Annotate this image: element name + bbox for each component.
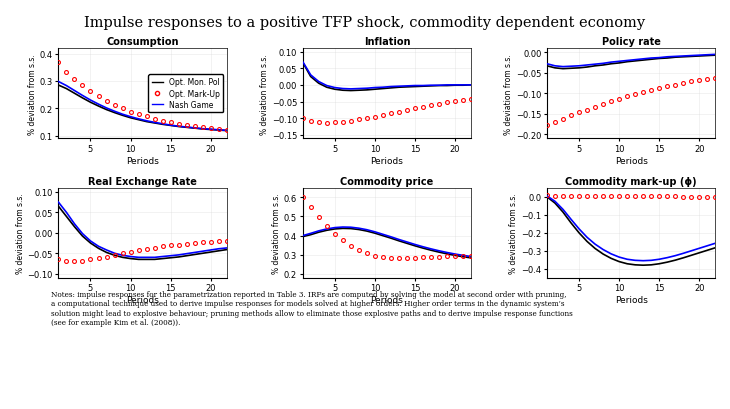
Legend: Opt. Mon. Pol, Opt. Mark-Up, Nash Game: Opt. Mon. Pol, Opt. Mark-Up, Nash Game	[148, 75, 223, 113]
Title: Commodity mark-up (ϕ): Commodity mark-up (ϕ)	[565, 176, 697, 186]
Title: Consumption: Consumption	[107, 37, 179, 47]
Text: Impulse responses to a positive TFP shock, commodity dependent economy: Impulse responses to a positive TFP shoc…	[85, 16, 645, 30]
Title: Inflation: Inflation	[364, 37, 410, 47]
Y-axis label: % deviation from s.s.: % deviation from s.s.	[260, 54, 269, 134]
X-axis label: Periods: Periods	[370, 295, 404, 304]
X-axis label: Periods: Periods	[615, 295, 648, 304]
X-axis label: Periods: Periods	[126, 156, 159, 165]
Title: Commodity price: Commodity price	[340, 176, 434, 186]
Text: Notes: impulse responses for the parametrization reported in Table 3. IRFs are c: Notes: impulse responses for the paramet…	[51, 290, 573, 326]
X-axis label: Periods: Periods	[615, 156, 648, 165]
Y-axis label: % deviation from s.s.: % deviation from s.s.	[28, 54, 36, 134]
X-axis label: Periods: Periods	[126, 295, 159, 304]
Y-axis label: % deviation from s.s.: % deviation from s.s.	[272, 193, 281, 274]
Title: Policy rate: Policy rate	[602, 37, 661, 47]
Y-axis label: % deviation from s.s.: % deviation from s.s.	[504, 54, 513, 134]
Title: Real Exchange Rate: Real Exchange Rate	[88, 176, 197, 186]
X-axis label: Periods: Periods	[370, 156, 404, 165]
Y-axis label: % deviation from s.s.: % deviation from s.s.	[15, 193, 25, 274]
Y-axis label: % deviation from s.s.: % deviation from s.s.	[510, 193, 518, 274]
